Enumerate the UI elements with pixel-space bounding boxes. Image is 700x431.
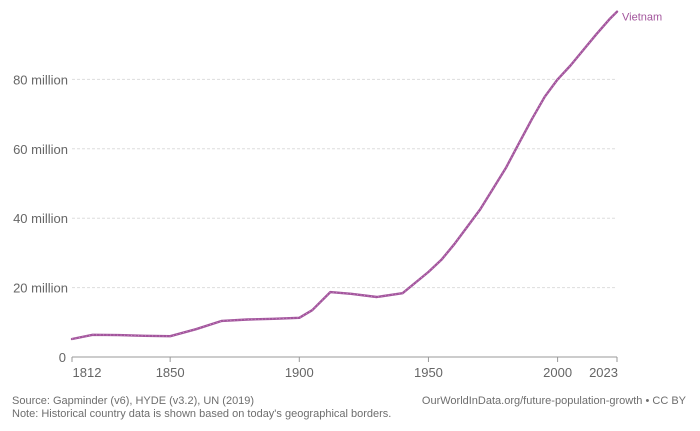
y-tick-label: 40 million — [13, 211, 68, 226]
note-text: Note: Historical country data is shown b… — [12, 408, 392, 420]
source-text: Source: Gapminder (v6), HYDE (v3.2), UN … — [12, 395, 255, 407]
x-tick-label: 2023 — [589, 365, 618, 380]
series-layer: Vietnam — [70, 10, 662, 341]
y-axis: 0 20 million 40 million 60 million 80 millio… — [13, 72, 68, 365]
credit-link[interactable]: OurWorldInData.org/future-population-gro… — [421, 395, 686, 407]
y-tick-label: 0 — [59, 350, 66, 365]
series-line-vietnam — [70, 10, 619, 341]
x-tick-label: 2000 — [543, 365, 572, 380]
x-tick-label: 1900 — [285, 365, 314, 380]
x-tick-label: 1812 — [73, 365, 102, 380]
x-axis: 1812 1850 1900 1950 2000 2023 — [71, 356, 618, 380]
y-tick-label: 60 million — [13, 142, 68, 157]
x-tick-label: 1950 — [414, 365, 443, 380]
y-tick-label: 20 million — [13, 281, 68, 296]
y-tick-label: 80 million — [13, 72, 68, 87]
x-tick-label: 1850 — [156, 365, 185, 380]
gridlines — [72, 78, 617, 289]
series-label: Vietnam — [622, 12, 662, 24]
series-line-markers — [71, 11, 618, 340]
